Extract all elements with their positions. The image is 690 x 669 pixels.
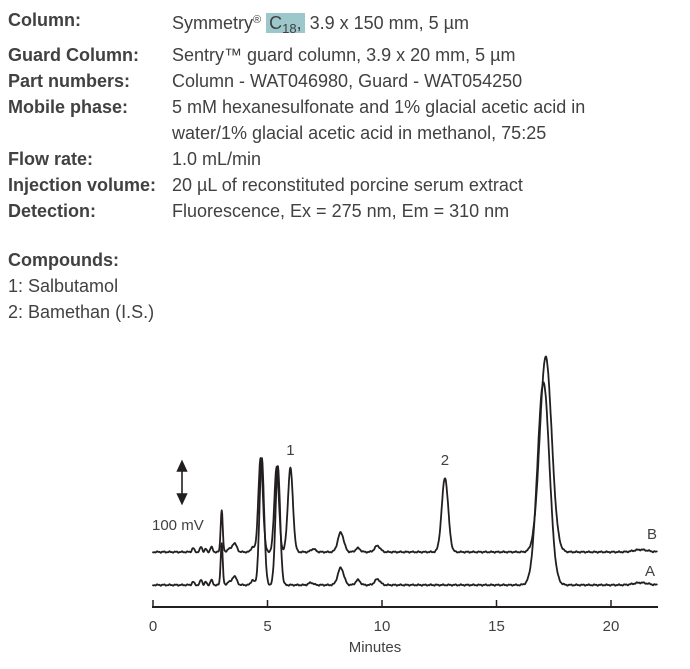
spec-value: Symmetry® C18, 3.9 x 150 mm, 5 µm — [172, 7, 469, 42]
peak-labels: 12 — [286, 442, 449, 469]
spec-value: water/1% glacial acetic acid in methanol… — [172, 123, 547, 143]
spec-row-detection: Detection: Fluorescence, Ex = 275 nm, Em… — [8, 198, 585, 224]
trace-label-b: B — [647, 526, 657, 543]
x-axis-tick-label: 10 — [374, 618, 391, 635]
spec-label: Detection: — [8, 201, 97, 221]
column-brand-text: Symmetry — [172, 13, 253, 33]
trace-b-line — [152, 355, 658, 554]
registered-mark: ® — [253, 14, 262, 26]
spec-value: 5 mM hexanesulfonate and 1% glacial acet… — [172, 97, 586, 117]
spec-label: Part numbers: — [8, 71, 131, 91]
spec-row-column: Column: Symmetry® C18, 3.9 x 150 mm, 5 µ… — [8, 7, 585, 42]
spec-row-mobile-phase: Mobile phase: 5 mM hexanesulfonate and 1… — [8, 94, 585, 120]
c18-text: C — [269, 13, 283, 33]
x-axis-tick-label: 20 — [603, 618, 620, 635]
spec-value: 20 µL of reconstituted porcine serum ext… — [172, 175, 523, 195]
spec-label: Mobile phase: — [8, 97, 129, 117]
spec-row-guard-column: Guard Column: Sentry™ guard column, 3.9 … — [8, 42, 585, 68]
spec-label: Injection volume: — [8, 175, 157, 195]
peak-label-1: 1 — [286, 442, 294, 459]
spec-row-flow-rate: Flow rate: 1.0 mL/min — [8, 146, 585, 172]
x-axis-title: Minutes — [349, 639, 402, 656]
compound-item: 1: Salbutamol — [8, 276, 119, 296]
peak-label-2: 2 — [441, 452, 449, 469]
spec-label: Flow rate: — [8, 149, 94, 169]
spec-value: Column - WAT046980, Guard - WAT054250 — [172, 71, 523, 91]
scale-bar-arrow-icon — [176, 459, 188, 506]
spec-label: Guard Column: — [8, 45, 139, 65]
spec-value: Fluorescence, Ex = 275 nm, Em = 310 nm — [172, 201, 510, 221]
x-axis-ticks — [152, 600, 612, 607]
column-dimensions-text: 3.9 x 150 mm, 5 µm — [304, 13, 470, 33]
x-axis-tick-labels: 0 5 10 15 20 — [149, 618, 620, 635]
trace-label-a: A — [645, 563, 655, 580]
x-axis-tick-label: 15 — [488, 618, 505, 635]
spec-row-injection-volume: Injection volume: 20 µL of reconstituted… — [8, 172, 585, 198]
scale-bar-label: 100 mV — [152, 517, 204, 534]
compound-item: 2: Bamethan (I.S.) — [8, 302, 155, 322]
c18-highlight: C18, — [266, 13, 305, 36]
c18-subscript: 18 — [282, 21, 297, 36]
spec-value: 1.0 mL/min — [172, 149, 262, 169]
spec-row-part-numbers: Part numbers: Column - WAT046980, Guard … — [8, 68, 585, 94]
x-axis-tick-label: 5 — [263, 618, 271, 635]
c18-comma: , — [296, 13, 302, 33]
spec-value: Sentry™ guard column, 3.9 x 20 mm, 5 µm — [172, 45, 516, 65]
trace-a-line — [152, 381, 658, 587]
compounds-list: Compounds: 1: Salbutamol 2: Bamethan (I.… — [8, 247, 154, 325]
x-axis-tick-label: 0 — [149, 618, 157, 635]
spec-label: Column: — [8, 10, 81, 30]
compounds-heading: Compounds: — [8, 250, 119, 270]
spec-row-mobile-phase-cont: water/1% glacial acetic acid in methanol… — [8, 120, 585, 146]
method-spec-table: Column: Symmetry® C18, 3.9 x 150 mm, 5 µ… — [8, 7, 585, 224]
